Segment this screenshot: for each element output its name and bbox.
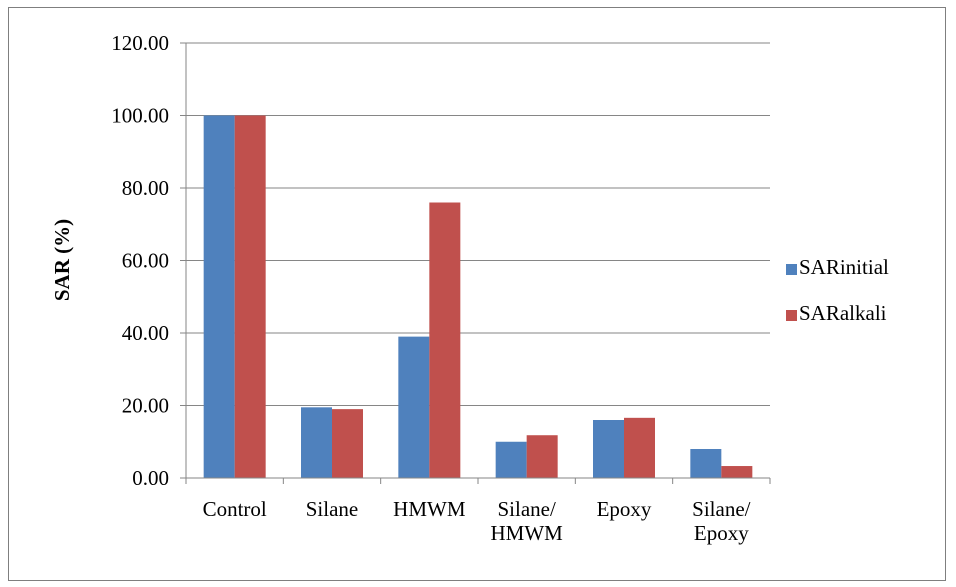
bar-sarinitial-2 [398,336,430,478]
bar-saralkali-2 [429,202,461,478]
y-tick-label: 0.00 [132,466,169,490]
x-tick-label: Silane/Epoxy [692,497,750,545]
y-tick-label: 60.00 [122,249,169,273]
bar-sarinitial-1 [301,407,332,478]
bar-saralkali-5 [721,466,753,478]
legend-label-sarinitial: SARinitial [799,255,889,279]
x-tick-label-line: Epoxy [597,497,652,521]
grid-lines [186,42,770,406]
legend-swatch-sarinitial [786,264,797,275]
axes [180,42,771,484]
x-tick-label-line: Control [203,497,267,521]
bar-sarinitial-0 [203,115,235,478]
x-tick-label-line: Silane/ [498,497,556,521]
bar-saralkali-4 [624,417,655,478]
chart-frame [8,7,946,581]
y-tick-label: 20.00 [122,394,169,418]
bar-sarinitial-5 [690,449,722,478]
y-tick-label: 100.00 [111,104,169,128]
x-tick-label-line: Silane [306,497,359,521]
x-tick-label: Silane/HMWM [490,497,563,545]
bar-sarinitial-4 [593,420,624,478]
x-tick-label: Control [203,497,267,521]
legend-swatch-saralkali [786,310,797,321]
bar-saralkali-0 [234,115,266,478]
x-tick-label: Epoxy [597,497,652,521]
y-axis-label: SAR (%) [50,219,74,301]
x-tick-label-line: Epoxy [694,521,749,545]
x-tick-label-line: HMWM [393,497,466,521]
bar-sarinitial-3 [495,441,527,478]
x-tick-label: Silane [306,497,359,521]
y-tick-label: 120.00 [111,31,169,55]
bars [203,115,753,478]
x-tick-label-line: Silane/ [692,497,750,521]
bar-saralkali-1 [332,409,363,478]
y-tick-labels: 0.00 20.00 40.00 60.00 80.00 100.00 120.00 [111,31,169,490]
y-tick-label: 80.00 [122,176,169,200]
legend: SARinitial SARalkali [786,255,889,325]
x-tick-label: HMWM [393,497,466,521]
bar-saralkali-3 [526,435,558,478]
legend-label-saralkali: SARalkali [799,301,887,325]
x-tick-label-line: HMWM [490,521,563,545]
y-tick-label: 40.00 [122,321,169,345]
